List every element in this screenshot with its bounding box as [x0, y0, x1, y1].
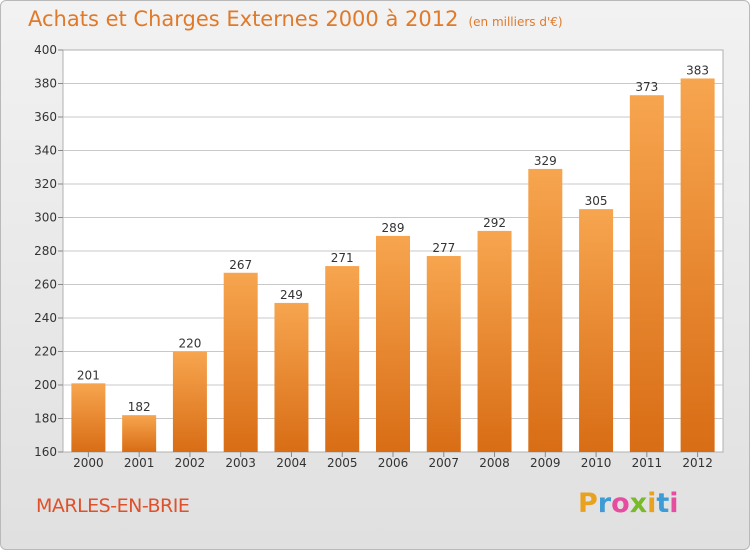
x-tick-label: 2003	[225, 456, 256, 470]
data-label: 267	[229, 258, 252, 272]
y-axis: 160 180 200 220 240 260 280 300 320 340 360 380 400	[34, 43, 63, 459]
bar	[325, 266, 360, 452]
logo-letter: t	[656, 488, 670, 519]
logo-letter: i	[669, 488, 679, 519]
chart-title: Achats et Charges Externes 2000 à 2012 (e…	[28, 7, 563, 31]
x-tick-label: 2009	[530, 456, 561, 470]
x-tick-label: 2006	[378, 456, 409, 470]
data-label: 383	[686, 63, 709, 77]
commune-name: MARLES-EN-BRIE	[36, 495, 190, 517]
bar	[528, 168, 563, 453]
bar	[629, 95, 664, 452]
y-tick-label: 340	[34, 144, 57, 158]
bar	[122, 415, 157, 452]
bar	[274, 302, 309, 452]
x-tick-label: 2012	[682, 456, 713, 470]
data-label: 292	[483, 216, 506, 230]
chart-title-text: Achats et Charges Externes 2000 à 2012	[28, 7, 459, 31]
data-label: 249	[280, 288, 303, 302]
data-label: 201	[77, 368, 100, 382]
bar	[426, 256, 461, 452]
data-label: 220	[178, 337, 201, 351]
y-tick-label: 360	[34, 110, 57, 124]
x-tick-label: 2001	[124, 456, 155, 470]
y-tick-label: 320	[34, 177, 57, 191]
data-label: 182	[128, 400, 151, 414]
data-label: 329	[534, 154, 557, 168]
bar	[223, 272, 258, 452]
y-tick-label: 220	[34, 345, 57, 359]
x-tick-label: 2005	[327, 456, 358, 470]
data-label: 305	[585, 194, 608, 208]
logo-letter: x	[629, 488, 648, 519]
bar	[477, 230, 512, 452]
y-tick-label: 400	[34, 43, 57, 57]
y-tick-label: 260	[34, 278, 57, 292]
x-tick-label: 2000	[73, 456, 104, 470]
bar	[71, 383, 106, 452]
data-label: 277	[432, 241, 455, 255]
data-label: 289	[382, 221, 405, 235]
x-tick-label: 2007	[428, 456, 459, 470]
y-tick-label: 380	[34, 77, 57, 91]
x-tick-label: 2010	[581, 456, 612, 470]
x-tick-label: 2002	[175, 456, 206, 470]
y-tick-label: 200	[34, 378, 57, 392]
logo-letter: P	[578, 488, 598, 519]
y-tick-label: 240	[34, 311, 57, 325]
bar	[376, 235, 410, 452]
bar	[680, 78, 715, 452]
bar	[172, 351, 207, 452]
bar	[579, 209, 614, 452]
x-tick-label: 2008	[479, 456, 510, 470]
chart-unit-label: (en milliers d'€)	[468, 15, 563, 29]
x-axis: 2000 2001 2002 2003 2004 2005 2006 2007 2008 2009…	[73, 452, 713, 470]
logo-letter: o	[611, 488, 630, 519]
data-label: 373	[635, 80, 658, 94]
y-tick-label: 180	[34, 412, 57, 426]
x-tick-label: 2004	[276, 456, 307, 470]
logo-letter: i	[647, 488, 657, 519]
data-labels: 201 182 220 267 249 271 289 277 292 329 305 373 383	[77, 63, 709, 414]
y-tick-label: 300	[34, 211, 57, 225]
data-label: 271	[331, 251, 354, 265]
bars	[71, 78, 715, 453]
y-tick-label: 160	[34, 445, 57, 459]
y-tick-label: 280	[34, 244, 57, 258]
logo-letter: r	[597, 488, 612, 519]
x-tick-label: 2011	[632, 456, 663, 470]
proxiti-logo[interactable]: Proxiti	[578, 488, 679, 519]
